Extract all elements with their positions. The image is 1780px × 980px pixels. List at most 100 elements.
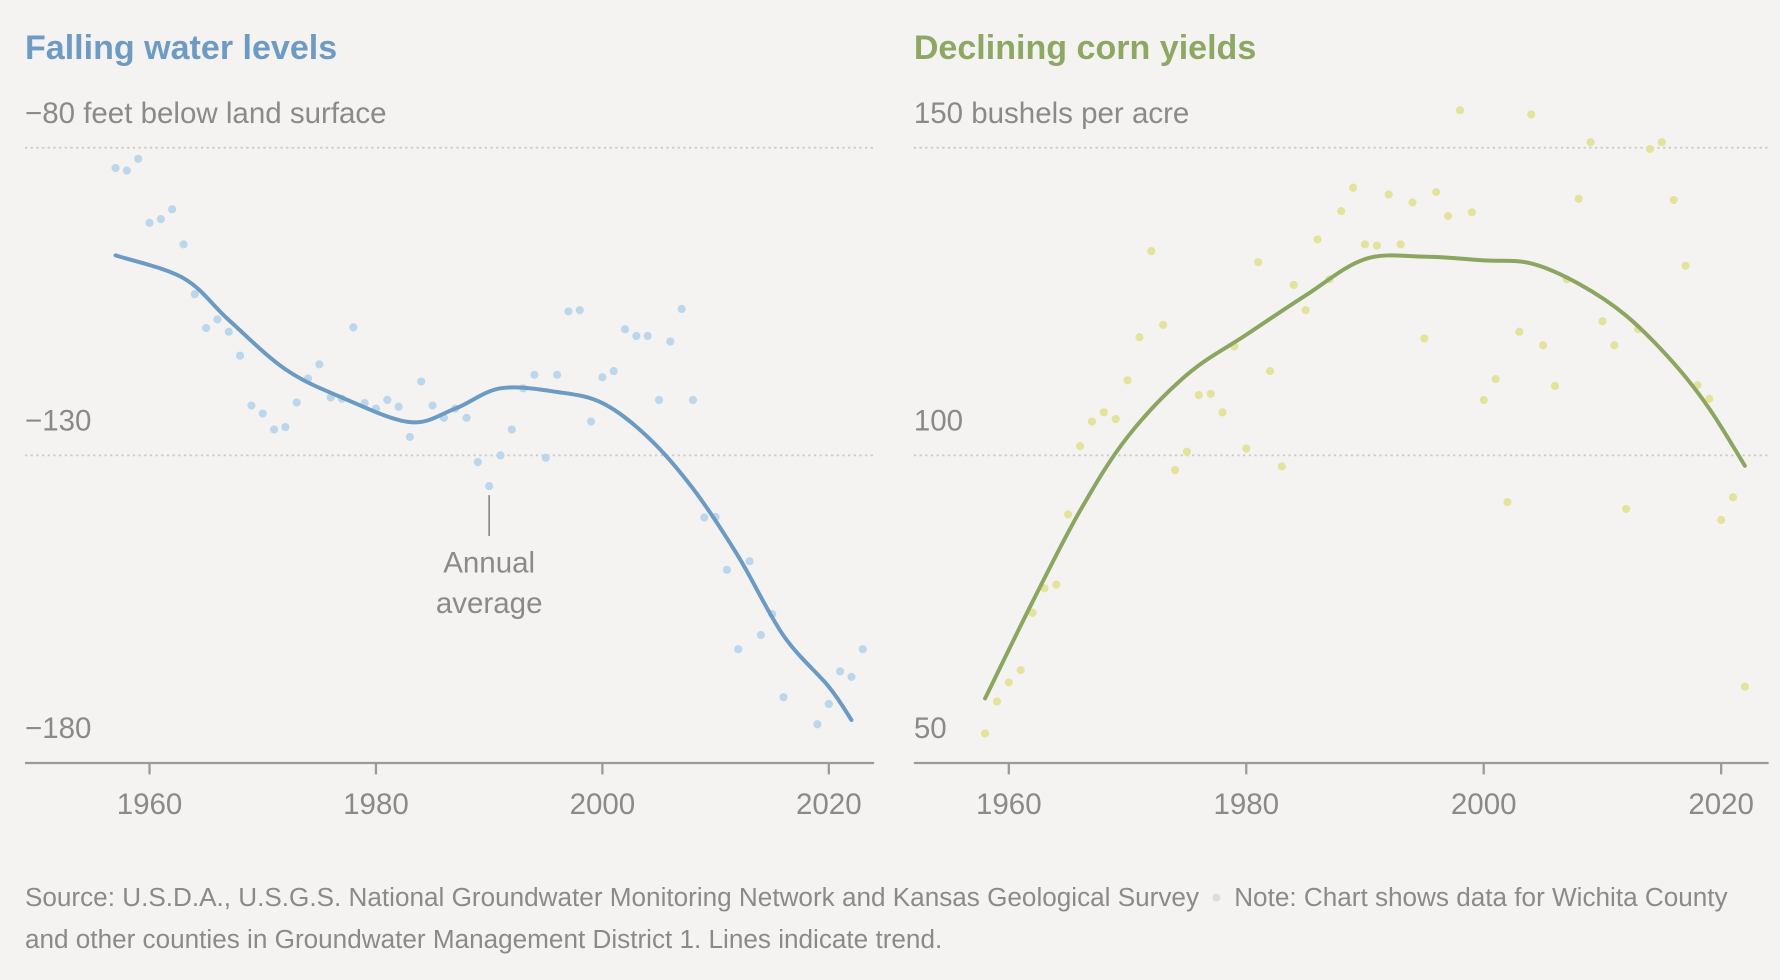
- data-point: [281, 422, 290, 432]
- data-point: [1182, 447, 1191, 456]
- data-point: [654, 395, 664, 405]
- data-point: [417, 377, 426, 386]
- annotation-text: Annual average: [435, 545, 543, 620]
- data-point: [620, 325, 630, 334]
- data-point: [632, 331, 641, 341]
- data-point: [236, 351, 245, 360]
- data-point: [836, 667, 845, 676]
- data-point: [1610, 341, 1619, 350]
- data-point: [1170, 466, 1180, 475]
- data-point: [1408, 198, 1417, 207]
- data-point: [745, 557, 754, 566]
- source: Source: U.S.D.A., U.S.G.S. National Grou…: [24, 882, 1200, 912]
- data-point: [1538, 341, 1548, 350]
- data-point: [980, 729, 990, 738]
- data-point: [1728, 493, 1738, 502]
- data-point: [847, 672, 856, 681]
- chart-title: Falling water levels: [25, 29, 337, 67]
- data-point: [247, 401, 256, 410]
- data-point: [666, 337, 675, 346]
- data-point: [779, 693, 788, 702]
- data-point: [1135, 333, 1144, 342]
- data-point: [1289, 280, 1298, 290]
- data-point: [224, 327, 233, 336]
- data-point: [700, 513, 709, 522]
- data-point: [1740, 682, 1749, 691]
- data-point: [202, 323, 211, 333]
- data-point: [111, 163, 120, 173]
- data-point: [1467, 208, 1476, 217]
- data-point: [1064, 510, 1073, 519]
- data-point: [1218, 408, 1227, 417]
- data-point: [1372, 241, 1381, 250]
- x-tick-label: 2000: [570, 788, 636, 821]
- data-point: [1016, 666, 1025, 675]
- note: Note: Chart shows data for Wichita Count…: [24, 882, 1728, 954]
- x-tick-label: 1980: [343, 788, 409, 821]
- trend-line: [983, 253, 1747, 701]
- data-point: [992, 697, 1002, 706]
- data-point: [722, 565, 732, 574]
- data-point: [1075, 442, 1085, 451]
- data-point: [1503, 498, 1512, 507]
- x-tick-label: 1980: [1213, 788, 1279, 821]
- data-point: [405, 432, 415, 442]
- data-point: [564, 307, 573, 316]
- data-point: [394, 402, 403, 411]
- data-point: [1265, 366, 1275, 376]
- data-point: [553, 370, 562, 379]
- data-point: [1111, 414, 1120, 424]
- data-point: [734, 645, 743, 654]
- data-point: [1028, 608, 1037, 617]
- data-point: [1420, 334, 1429, 343]
- data-point: [462, 413, 471, 422]
- data-point: [609, 366, 618, 376]
- data-point: [1432, 187, 1441, 197]
- data-point: [383, 395, 392, 405]
- data-point: [1384, 190, 1393, 199]
- data-point: [156, 215, 165, 224]
- data-point: [575, 306, 584, 315]
- data-point: [1004, 678, 1013, 687]
- data-point: [1645, 144, 1655, 154]
- data-point: [530, 370, 539, 379]
- data-point: [813, 720, 822, 729]
- x-tick-label: 2020: [796, 788, 862, 821]
- data-point: [134, 154, 143, 163]
- y-tick-label: 50: [914, 712, 947, 745]
- data-point: [858, 645, 867, 654]
- data-point: [1099, 408, 1108, 417]
- data-point: [507, 425, 516, 434]
- data-point: [1396, 240, 1405, 249]
- y-tick-label: −180: [25, 712, 91, 745]
- data-point: [1206, 389, 1215, 398]
- data-point: [1147, 247, 1156, 256]
- data-point: [1159, 320, 1168, 330]
- data-point: [1598, 317, 1607, 326]
- data-point: [756, 630, 765, 640]
- data-point: [1550, 381, 1560, 390]
- y-tick-label: −80 feet below land surface: [25, 97, 387, 130]
- data-point: [586, 417, 596, 426]
- data-point: [1052, 580, 1061, 589]
- data-point: [1194, 390, 1203, 400]
- data-point: [1301, 306, 1310, 315]
- data-point: [1254, 258, 1263, 267]
- data-point: [349, 323, 358, 332]
- data-point: [1087, 417, 1097, 426]
- data-point: [269, 425, 279, 434]
- x-tick-label: 2020: [1688, 788, 1754, 821]
- data-point: [122, 166, 131, 175]
- data-point: [1681, 261, 1690, 270]
- data-point: [541, 453, 550, 462]
- data-point: [1515, 327, 1524, 336]
- data-point: [1242, 444, 1251, 453]
- data-point: [1349, 183, 1358, 192]
- data-point: [1657, 138, 1666, 147]
- x-tick-label: 1960: [976, 788, 1042, 821]
- data-point: [1455, 106, 1465, 115]
- x-tick-label: 1960: [117, 788, 183, 821]
- data-point: [1622, 504, 1631, 513]
